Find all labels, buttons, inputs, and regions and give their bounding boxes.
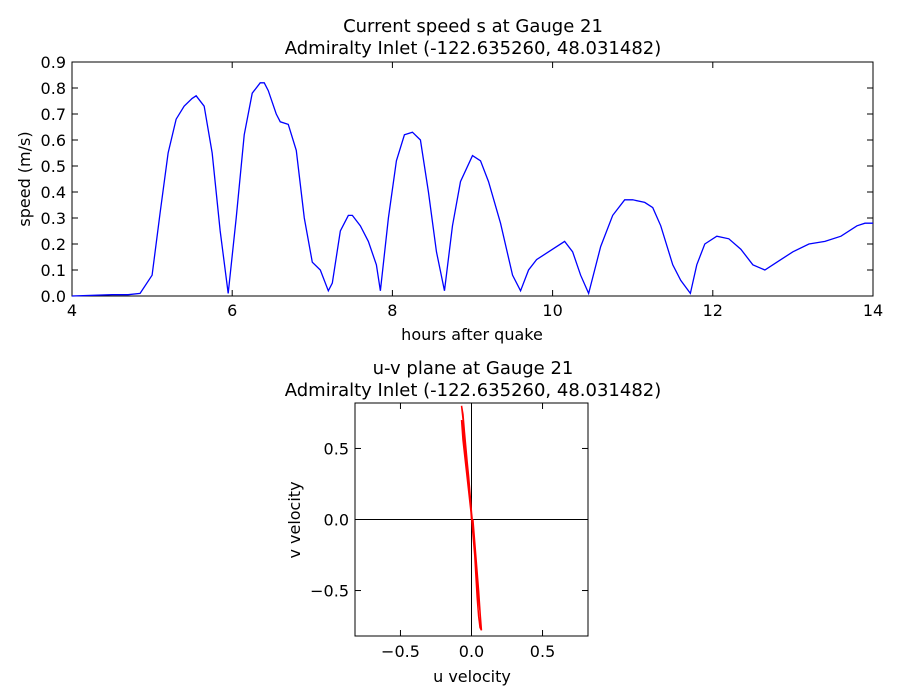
uv-y-ticks: 0.5 0.0 −0.5 bbox=[310, 439, 588, 601]
speed-y-tick-label: 0.1 bbox=[41, 261, 66, 280]
uv-y-tick-label: 0.0 bbox=[324, 511, 349, 530]
speed-x-tick-label: 4 bbox=[67, 301, 77, 320]
speed-x-ticks: 4 6 8 10 12 14 bbox=[67, 62, 883, 320]
speed-y-tick-label: 0.4 bbox=[41, 183, 66, 202]
uv-x-tick-label: −0.5 bbox=[381, 642, 420, 661]
uv-y-axis-label: v velocity bbox=[285, 481, 304, 558]
uv-chart: u-v plane at Gauge 21 Admiralty Inlet (-… bbox=[285, 358, 662, 686]
uv-chart-title: u-v plane at Gauge 21 bbox=[373, 358, 574, 379]
speed-y-tick-label: 0.8 bbox=[41, 79, 66, 98]
speed-series-line bbox=[71, 82, 873, 297]
speed-x-tick-label: 14 bbox=[863, 301, 883, 320]
speed-x-tick-label: 12 bbox=[703, 301, 723, 320]
speed-y-tick-label: 0.7 bbox=[41, 105, 66, 124]
speed-y-tick-label: 0.0 bbox=[41, 287, 66, 306]
speed-y-tick-label: 0.2 bbox=[41, 235, 66, 254]
uv-series-line bbox=[460, 405, 483, 631]
uv-chart-subtitle: Admiralty Inlet (-122.635260, 48.031482) bbox=[285, 380, 662, 401]
speed-x-tick-label: 10 bbox=[542, 301, 562, 320]
speed-chart-subtitle: Admiralty Inlet (-122.635260, 48.031482) bbox=[285, 38, 662, 59]
speed-chart-title: Current speed s at Gauge 21 bbox=[343, 16, 603, 37]
speed-x-tick-label: 8 bbox=[387, 301, 397, 320]
uv-y-tick-label: −0.5 bbox=[310, 582, 349, 601]
uv-x-axis-label: u velocity bbox=[433, 667, 511, 686]
uv-y-tick-label: 0.5 bbox=[324, 439, 349, 458]
uv-x-tick-label: 0.0 bbox=[459, 642, 484, 661]
speed-y-tick-label: 0.9 bbox=[41, 53, 66, 72]
speed-x-tick-label: 6 bbox=[227, 301, 237, 320]
speed-chart: Current speed s at Gauge 21 Admiralty In… bbox=[15, 16, 883, 344]
speed-y-axis-label: speed (m/s) bbox=[15, 131, 34, 226]
uv-x-tick-label: 0.5 bbox=[530, 642, 555, 661]
speed-plot-area bbox=[71, 61, 874, 297]
speed-y-tick-label: 0.5 bbox=[41, 157, 66, 176]
speed-x-axis-label: hours after quake bbox=[401, 325, 543, 344]
speed-y-tick-label: 0.3 bbox=[41, 209, 66, 228]
speed-y-tick-label: 0.6 bbox=[41, 131, 66, 150]
uv-x-ticks: −0.5 0.0 0.5 bbox=[381, 403, 555, 661]
speed-y-ticks: 0.0 0.1 0.2 0.3 0.4 0.5 0.6 0.7 0.8 0.9 bbox=[41, 53, 873, 306]
